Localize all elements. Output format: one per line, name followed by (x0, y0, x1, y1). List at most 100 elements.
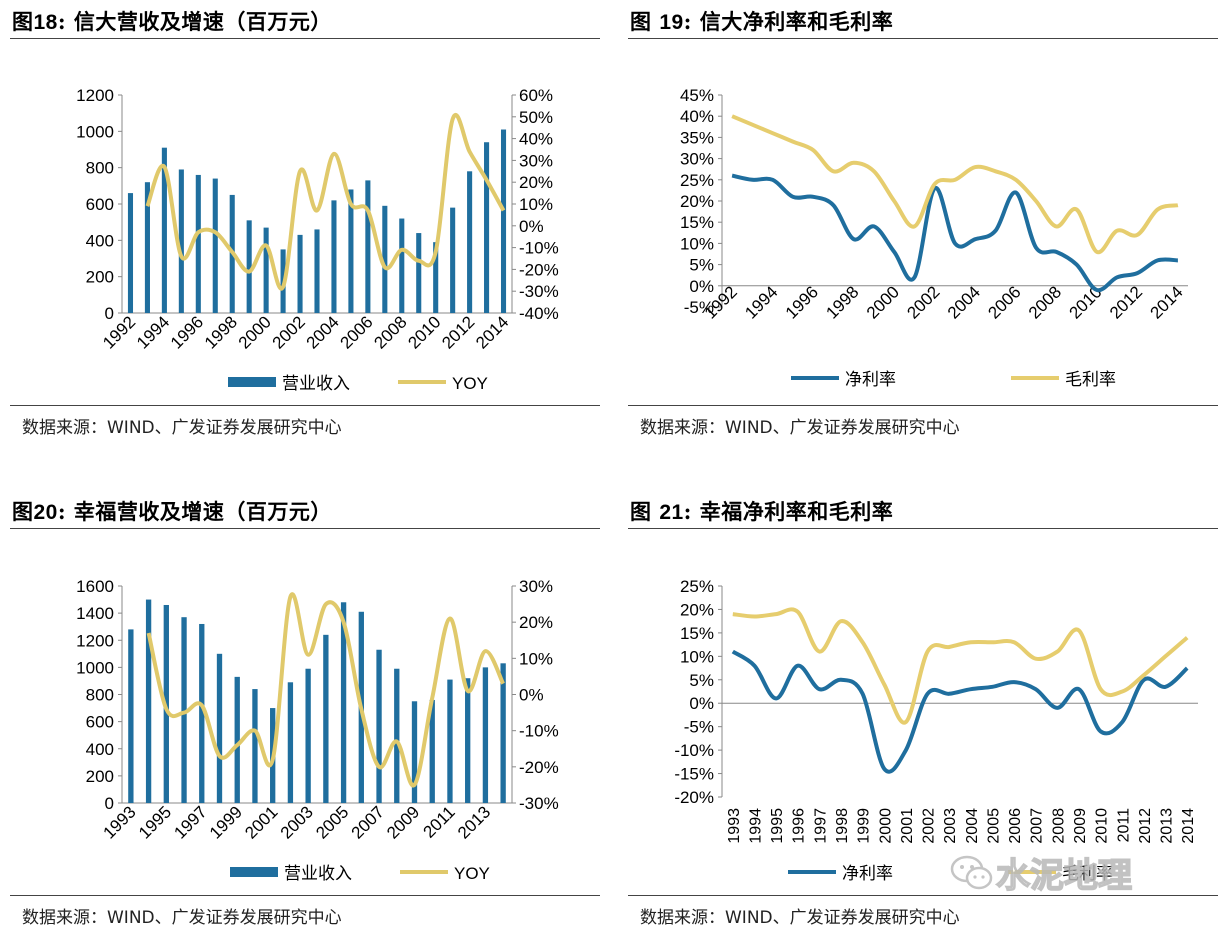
legend-label-bar: 营业收入 (284, 864, 352, 884)
revenue-bar (411, 701, 418, 803)
x-tick-label: 2011 (419, 802, 458, 841)
left-tick-label: 1400 (76, 604, 114, 623)
legend-swatch-bar (228, 377, 276, 387)
left-tick-label: 800 (86, 686, 114, 705)
x-tick-label: 2002 (903, 282, 943, 322)
left-tick-label: 1200 (76, 631, 114, 650)
revenue-bar (297, 234, 303, 313)
y-tick-label: 20% (680, 600, 714, 619)
revenue-bar (234, 676, 240, 803)
x-tick-label: 1996 (791, 808, 808, 844)
x-tick-label: 1998 (201, 312, 241, 352)
right-tick-label: 20% (519, 173, 553, 192)
source-rule (10, 405, 600, 406)
revenue-bar (314, 229, 320, 313)
x-tick-label: 2012 (1137, 808, 1154, 844)
right-tick-label: -20% (519, 260, 559, 279)
x-tick-label: 2004 (964, 808, 981, 844)
revenue-bar (145, 599, 152, 803)
panel-fig20: 图20: 幸福营收及增速（百万元） 0 200 400 600 800 1000 1200 1… (10, 490, 600, 945)
y-tick-label: -10% (674, 741, 714, 760)
y-tick-label: 25% (680, 577, 714, 596)
x-tick-label: 1996 (782, 282, 822, 322)
x-tick-label: 2009 (383, 802, 423, 842)
revenue-bar (467, 171, 473, 313)
y-tick-label: -15% (674, 765, 714, 784)
x-tick-label: 2007 (348, 802, 388, 842)
revenue-bar (323, 634, 329, 803)
y-tick-label: -20% (674, 788, 714, 807)
revenue-bar (447, 679, 453, 803)
watermark: 水泥地理 (950, 848, 1133, 897)
x-tick-label: 2012 (1106, 282, 1146, 322)
x-tick-label: 2000 (235, 312, 275, 352)
revenue-bar (399, 218, 405, 313)
revenue-bar (287, 682, 294, 803)
wechat-logo-icon (950, 855, 993, 889)
revenue-bar (263, 227, 269, 313)
x-tick-label: 2008 (1050, 808, 1067, 844)
right-tick-label: 10% (519, 649, 553, 668)
source-note: 数据来源：WIND、广发证券发展研究中心 (640, 418, 960, 438)
legend-label-line: YOY (452, 374, 488, 393)
title-rule (10, 38, 600, 39)
x-tick-label: 1996 (167, 312, 207, 352)
x-tick-label: 1997 (812, 808, 829, 844)
x-tick-label: 2006 (984, 282, 1024, 322)
legend-label-gross: 毛利率 (1065, 370, 1116, 390)
net-margin-line (731, 649, 1189, 774)
revenue-bar (484, 142, 490, 313)
panel-title: 图 19: 信大净利率和毛利率 (630, 9, 894, 34)
y-tick-label: 10% (680, 647, 714, 666)
title-rule (628, 38, 1218, 39)
revenue-bar (252, 689, 258, 803)
left-tick-label: 1200 (76, 86, 114, 105)
net-margin-line (731, 173, 1179, 293)
chart-fig18: 0 200 400 600 800 1000 1200 -40% -30% -20% -10% 0% 1… (10, 60, 600, 400)
source-rule (628, 405, 1218, 406)
revenue-bar (376, 649, 382, 803)
x-tick-label: 2006 (1007, 808, 1024, 844)
x-tick-label: 2008 (1025, 282, 1065, 322)
watermark-text: 水泥地理 (995, 855, 1133, 897)
left-tick-label: 600 (86, 713, 114, 732)
panel-title: 图 21: 幸福净利率和毛利率 (630, 499, 894, 524)
source-note: 数据来源：WIND、广发证券发展研究中心 (22, 418, 342, 438)
x-tick-label: 1998 (834, 808, 851, 844)
right-tick-label: -30% (519, 794, 559, 813)
right-tick-label: 0% (519, 217, 544, 236)
x-tick-label: 2002 (921, 808, 938, 844)
y-tick-label: 30% (680, 150, 714, 169)
left-tick-label: 200 (86, 767, 114, 786)
x-tick-label: 2003 (277, 802, 317, 842)
revenue-bar (482, 667, 489, 803)
right-tick-label: 60% (519, 86, 553, 105)
legend-label-net: 净利率 (845, 370, 896, 390)
revenue-bar (178, 169, 184, 313)
y-tick-label: 5% (689, 256, 714, 275)
revenue-bar (128, 629, 134, 803)
title-rule (628, 528, 1218, 529)
panel-fig18: 图18: 信大营收及增速（百万元） 0 200 400 600 800 1000 1200 -… (10, 0, 600, 455)
gross-margin-line (731, 114, 1179, 255)
yoy-line (146, 592, 505, 788)
revenue-bar (305, 668, 311, 803)
right-tick-label: -30% (519, 282, 559, 301)
revenue-bar (500, 663, 506, 803)
x-tick-label: 1995 (769, 808, 786, 844)
y-tick-label: 25% (680, 171, 714, 190)
revenue-bar (127, 193, 134, 313)
gross-margin-line (732, 607, 1189, 725)
chart-fig19: -5% 0% 5% 10% 15% 20% 25% 30% 35% 40% 45% 1992 1994 1… (628, 60, 1218, 400)
x-tick-label: 2000 (877, 808, 894, 844)
panel-fig21: 图 21: 幸福净利率和毛利率 -20% -15% -10% -5% 0% 5% 10% 15… (628, 490, 1218, 945)
x-tick-label: 2007 (1029, 808, 1046, 844)
x-tick-label: 2013 (454, 802, 494, 842)
x-tick-label: 2011 (1115, 808, 1132, 843)
x-tick-label: 1999 (206, 802, 246, 842)
y-tick-label: 35% (680, 128, 714, 147)
legend-label-gross: 毛利率 (1062, 864, 1113, 884)
revenue-bar (382, 205, 388, 313)
revenue-bar (450, 207, 456, 313)
right-tick-label: 20% (519, 613, 553, 632)
